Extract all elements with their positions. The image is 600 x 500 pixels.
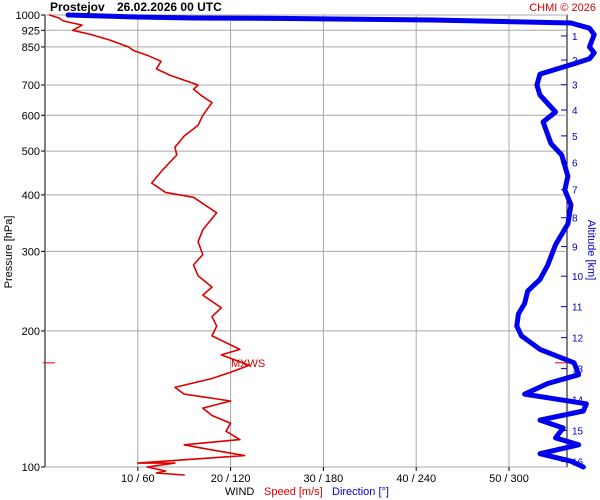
direction-point [199,15,204,21]
x-tick-label: 20 / 120 [211,473,251,485]
pressure-tick-label: 100 [22,462,40,474]
direction-point [540,20,546,25]
altitude-tick-label: 4 [572,106,578,117]
direction-point [392,17,398,22]
direction-legend: Direction [°] [332,486,389,498]
altitude-tick-label: 3 [572,81,578,92]
direction-point [83,13,89,18]
pressure-tick-label: 500 [22,146,40,158]
direction-point [283,16,289,21]
direction-line [65,12,597,470]
direction-point [292,16,298,21]
pressure-tick-label: 200 [22,326,40,338]
pressure-tick-label: 400 [22,190,40,202]
series-layer [48,12,597,476]
direction-point [485,18,490,24]
direction-point [135,14,141,20]
direction-point [559,20,565,26]
direction-point [153,14,159,20]
speed-line [48,14,250,476]
altitude-tick-label: 11 [572,303,583,314]
direction-point [144,14,150,20]
pressure-tick-label: 850 [22,42,40,54]
direction-point [347,16,353,22]
direction-point [189,15,195,21]
direction-point [118,14,123,19]
direction-point [74,12,80,18]
y-axis-label: Pressure [hPa] [3,216,15,289]
gridlines [45,14,567,468]
station-name: Prostejov [50,0,105,14]
direction-point [265,15,270,21]
x-axis-label: WIND [225,486,254,498]
direction-point [171,15,177,21]
altitude-tick-label: 9 [572,243,578,254]
altitude-tick-label: 1 [572,32,578,43]
direction-point [531,19,537,25]
direction-point [429,17,435,23]
direction-point [320,16,325,22]
direction-point [420,17,426,23]
direction-point [522,19,527,25]
direction-point [162,15,168,20]
altitude-tick-label: 6 [572,158,578,169]
direction-point [402,17,407,23]
direction-point [374,17,380,22]
pressure-axis: 100 200 300 400 500 600 700 850 925 1000 [16,10,45,474]
altitude-tick-label: 15 [572,426,584,437]
direction-point [550,20,555,26]
direction-point [503,19,509,24]
direction-point [217,15,223,21]
x-tick-label: 50 / 300 [489,473,529,485]
direction-point [512,19,518,25]
pressure-tick-label: 925 [22,25,40,37]
speed-legend: Speed [m/s] [264,486,323,498]
mxws-label: MXWS [231,358,265,370]
direction-point [411,17,416,23]
direction-point [126,14,132,20]
copyright: CHMI © 2026 [529,2,596,14]
direction-point [438,17,444,23]
plot-area [44,14,568,468]
pressure-tick-label: 1000 [16,10,40,22]
direction-point [447,17,453,23]
direction-point [466,18,472,24]
direction-point [365,16,371,22]
altitude-tick-label: 8 [572,214,578,225]
direction-point [227,15,233,21]
pressure-tick-label: 700 [22,80,40,92]
direction-point [329,16,335,22]
right-axis-label: Altitude [km] [585,220,597,281]
direction-point [475,18,481,24]
direction-point [109,13,115,19]
direction-point [274,15,280,21]
direction-point [246,15,252,21]
direction-point [100,13,106,19]
direction-point [236,15,242,21]
x-tick-label: 30 / 180 [304,473,344,485]
pressure-tick-label: 300 [22,246,40,258]
direction-point [457,18,462,23]
sounding-datetime: 26.02.2026 00 UTC [117,0,222,14]
altitude-tick-label: 7 [572,186,578,197]
altitude-tick-label: 5 [572,132,578,143]
direction-point [180,15,186,21]
direction-point [91,13,97,19]
direction-point [494,18,500,24]
x-axis: 10 / 60 20 / 120 30 / 180 40 / 240 50 / 300 [121,467,529,485]
x-tick-label: 10 / 60 [121,473,155,485]
x-tick-label: 40 / 240 [396,473,436,485]
direction-point [65,12,71,18]
direction-point [311,16,316,22]
direction-point [301,16,307,22]
direction-point [356,16,362,22]
altitude-tick-label: 10 [572,272,584,283]
direction-point [208,15,214,21]
direction-point [338,16,344,22]
direction-point [383,17,389,22]
altitude-tick-label: 12 [572,334,584,345]
direction-point [255,15,261,21]
pressure-tick-label: 600 [22,110,40,122]
